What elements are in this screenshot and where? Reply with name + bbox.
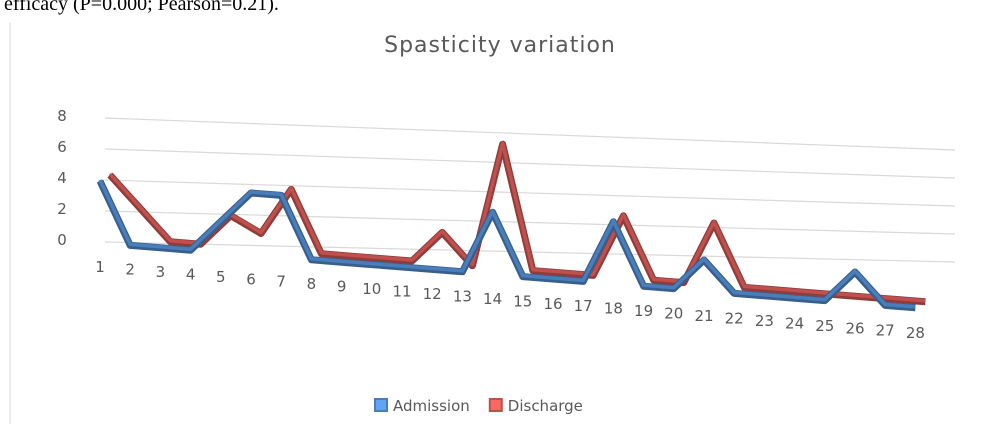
x-tick-label: 8 [307,275,317,293]
legend-label: Discharge [508,397,583,415]
grid-line [104,179,956,207]
x-tick-label: 7 [276,273,286,291]
x-tick-label: 24 [785,314,804,332]
caption-fragment: efficacy (P=0.000; Pearson=0.21). [4,0,279,15]
x-tick-label: 13 [453,287,472,305]
x-tick-label: 9 [337,278,347,296]
grid-line [104,117,956,151]
x-tick-label: 5 [216,268,226,286]
y-tick-label: 4 [57,169,67,187]
x-tick-label: 19 [634,302,653,320]
x-tick-label: 25 [815,317,834,335]
chart-title: Spasticity variation [384,33,616,58]
x-tick-label: 28 [906,324,925,342]
x-tick-label: 2 [125,260,135,278]
x-tick-label: 6 [246,270,256,288]
x-tick-label: 10 [362,280,381,298]
grid-line [104,148,956,179]
x-tick-label: 14 [483,290,502,308]
x-tick-label: 21 [694,307,713,325]
line-series [107,140,926,306]
legend-swatch [488,398,503,412]
x-tick-label: 22 [725,309,744,327]
y-tick-label: 6 [57,138,67,156]
line-highlight [98,179,916,309]
x-tick-label: 12 [423,285,442,303]
x-tick-label: 17 [574,297,593,315]
y-tick-label: 2 [57,200,67,218]
legend-swatch [374,398,388,412]
x-tick-label: 11 [392,283,411,301]
grid-line [104,210,956,235]
line-highlight [108,141,926,303]
x-tick-label: 16 [543,295,562,313]
x-tick-label: 27 [876,322,895,340]
x-tick-label: 4 [186,265,196,283]
x-tick-label: 1 [95,258,105,276]
y-tick-label: 8 [57,107,67,125]
x-tick-label: 23 [755,312,774,330]
x-tick-label: 18 [604,300,623,318]
x-tick-label: 3 [156,263,166,281]
x-tick-label: 15 [513,292,532,310]
y-tick-label: 0 [57,231,67,249]
x-tick-label: 26 [845,319,864,337]
x-tick-label: 20 [664,305,683,323]
legend-label: Admission [393,397,470,415]
